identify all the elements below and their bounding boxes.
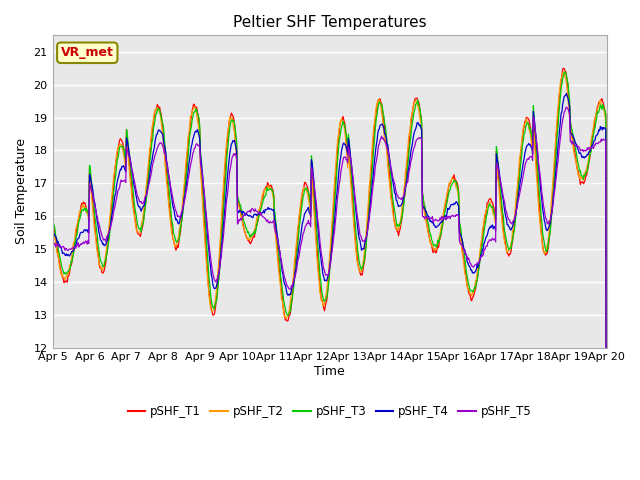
pSHF_T5	[59, 244, 67, 250]
pSHF_T5	[172, 208, 180, 214]
pSHF_T2	[116, 142, 124, 148]
pSHF_T2	[59, 274, 67, 280]
pSHF_T1	[559, 65, 567, 71]
pSHF_T2	[172, 243, 180, 249]
pSHF_T3	[59, 267, 67, 273]
pSHF_T2	[413, 99, 421, 105]
Title: Peltier SHF Temperatures: Peltier SHF Temperatures	[233, 15, 426, 30]
pSHF_T4	[397, 203, 404, 209]
pSHF_T1	[413, 95, 421, 101]
pSHF_T1	[59, 275, 67, 280]
pSHF_T2	[49, 225, 56, 230]
pSHF_T1	[172, 247, 180, 253]
pSHF_T3	[561, 69, 569, 75]
pSHF_T5	[201, 199, 209, 205]
pSHF_T4	[413, 120, 421, 126]
X-axis label: Time: Time	[314, 365, 345, 378]
Line: pSHF_T2: pSHF_T2	[52, 72, 607, 480]
pSHF_T4	[116, 169, 124, 175]
pSHF_T4	[201, 204, 209, 210]
pSHF_T3	[116, 144, 124, 150]
pSHF_T4	[172, 217, 180, 223]
pSHF_T2	[201, 242, 209, 248]
Line: pSHF_T3: pSHF_T3	[52, 72, 607, 480]
Line: pSHF_T1: pSHF_T1	[52, 68, 607, 480]
pSHF_T3	[201, 217, 209, 223]
pSHF_T4	[49, 228, 56, 234]
pSHF_T4	[59, 251, 67, 256]
pSHF_T2	[559, 69, 567, 75]
pSHF_T5	[563, 104, 570, 110]
Line: pSHF_T4: pSHF_T4	[52, 94, 607, 480]
pSHF_T5	[116, 184, 124, 190]
pSHF_T5	[397, 196, 404, 202]
Line: pSHF_T5: pSHF_T5	[52, 107, 607, 480]
pSHF_T1	[49, 214, 56, 220]
pSHF_T2	[397, 215, 404, 221]
pSHF_T3	[413, 100, 421, 106]
pSHF_T4	[563, 91, 570, 96]
Y-axis label: Soil Temperature: Soil Temperature	[15, 138, 28, 244]
pSHF_T1	[397, 222, 404, 228]
pSHF_T1	[201, 229, 209, 235]
pSHF_T3	[172, 238, 180, 244]
Legend: pSHF_T1, pSHF_T2, pSHF_T3, pSHF_T4, pSHF_T5: pSHF_T1, pSHF_T2, pSHF_T3, pSHF_T4, pSHF…	[123, 400, 536, 423]
pSHF_T3	[49, 219, 56, 225]
pSHF_T3	[397, 218, 404, 224]
Text: VR_met: VR_met	[61, 46, 114, 59]
pSHF_T5	[49, 238, 56, 244]
pSHF_T5	[413, 136, 421, 142]
pSHF_T1	[116, 137, 124, 143]
